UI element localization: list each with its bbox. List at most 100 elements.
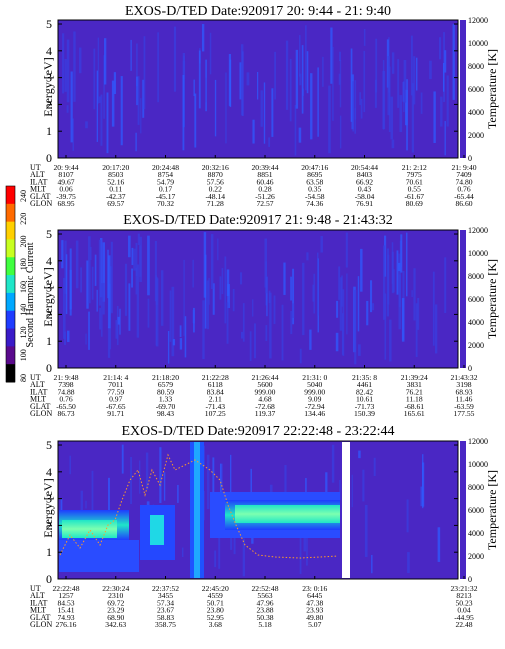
y-tick-label: 2 — [46, 307, 52, 321]
table-cell: -39.75 — [56, 192, 76, 201]
y-tick-label: 5 — [46, 438, 52, 452]
colorbar-cell — [6, 257, 15, 276]
spectrogram-streak — [214, 79, 217, 137]
table-cell: 342.63 — [105, 620, 126, 629]
table-cell: 23.80 — [207, 606, 224, 615]
spectrogram-streak — [273, 295, 276, 324]
table-row-label: GLON — [30, 409, 52, 418]
spectrogram-streak — [363, 50, 366, 113]
table-cell: -48.14 — [205, 192, 225, 201]
table-cell: 5.18 — [258, 620, 271, 629]
table-row-label: MLT — [30, 606, 46, 615]
table-cell: 3455 — [158, 591, 173, 600]
table-cell: 77.59 — [107, 387, 124, 396]
spectrogram-streak — [64, 240, 67, 294]
table-cell: 9.09 — [308, 395, 321, 404]
spectrogram-streak — [290, 310, 293, 335]
spectrogram-streak — [411, 290, 413, 297]
spectrogram-streak — [60, 498, 63, 511]
spectrogram-streak — [370, 280, 373, 313]
spectrogram-streak — [265, 325, 268, 341]
spectrogram-streak — [396, 250, 399, 295]
spectrogram-streak — [239, 272, 243, 285]
spectrogram-streak — [271, 88, 274, 137]
table-cell: 23.93 — [306, 606, 323, 615]
spectrogram-streak — [346, 273, 348, 335]
y2-tick-label: 10000 — [468, 460, 488, 469]
spectrogram-streak — [406, 79, 408, 151]
y2-tick-label: 10000 — [468, 249, 488, 258]
spectrogram-streak — [93, 48, 96, 110]
spectrogram-streak — [111, 80, 115, 127]
table-cell: 119.37 — [255, 409, 276, 418]
spectrogram-streak — [128, 283, 131, 331]
spectrogram-streak — [210, 234, 214, 290]
spectrogram-streak — [64, 58, 67, 92]
panel-1-frame — [57, 19, 459, 159]
table-cell: 0.55 — [408, 185, 421, 194]
table-cell: -65.50 — [56, 402, 76, 411]
spectrogram-streak — [163, 472, 166, 501]
spectrogram-streak — [85, 121, 88, 129]
spectrogram-streak — [131, 268, 133, 288]
spectrogram-streak — [250, 468, 253, 498]
spectrogram-streak — [403, 59, 407, 103]
spectrogram-streak — [442, 62, 445, 92]
panel-1-y2-ticks: 0 2000 4000 6000 8000 10000 12000 — [460, 16, 488, 163]
spectrogram-streak — [257, 71, 259, 100]
spectrogram-streak — [372, 303, 375, 311]
spectrogram-streak — [106, 92, 109, 154]
y-tick-label: 3 — [46, 492, 52, 506]
spectrogram-streak — [88, 311, 90, 350]
panel-1-y2label: Temperature [K] — [485, 49, 499, 129]
table-cell: -71.43 — [205, 402, 225, 411]
table-cell: 74.93 — [57, 613, 74, 622]
table-cell: 69.57 — [107, 199, 124, 208]
table-cell: 4461 — [357, 380, 372, 389]
spectrogram-streak — [301, 45, 304, 114]
band-lower-left — [59, 540, 139, 572]
table-cell: 68.90 — [107, 613, 124, 622]
table-cell: 21: 2:12 — [402, 163, 427, 172]
y-tick-label: 0 — [46, 572, 52, 586]
table-cell: 5040 — [307, 380, 322, 389]
spectrogram-streak — [283, 262, 286, 295]
spectrogram-streak — [192, 259, 194, 288]
spectrogram-streak — [128, 235, 131, 258]
table-cell: 6445 — [307, 591, 322, 600]
table-row-label: ILAT — [30, 177, 47, 186]
spectrogram-streak — [240, 44, 244, 116]
colorbar-cell — [6, 364, 15, 383]
table-cell: 72.57 — [256, 199, 273, 208]
table-cell: 66.92 — [356, 177, 373, 186]
spectrogram-streak — [61, 240, 64, 269]
spectrogram-streak — [172, 339, 176, 346]
spectrogram-streak — [373, 457, 376, 477]
table-cell: 0.17 — [159, 185, 172, 194]
spectrogram-streak — [67, 330, 70, 342]
spectrogram-streak — [217, 238, 219, 261]
colorbar-cell — [6, 310, 15, 330]
spectrogram-streak — [387, 56, 390, 116]
table-cell: 10.61 — [356, 395, 373, 404]
spectrogram-streak — [135, 267, 138, 277]
table-cell: 47.38 — [306, 598, 323, 607]
spectrogram-streak — [75, 240, 79, 289]
spectrogram-streak — [62, 277, 66, 339]
table-cell: 8213 — [456, 591, 471, 600]
spectrogram-streak — [285, 40, 289, 110]
spectrogram-streak — [360, 248, 363, 292]
spectrogram-streak — [155, 275, 157, 346]
table-cell: 0.06 — [59, 185, 72, 194]
table-cell: 150.39 — [354, 409, 375, 418]
spectrogram-streak — [364, 504, 368, 557]
spectrogram-streak — [432, 271, 435, 346]
spectrogram-streak — [98, 96, 101, 103]
table-cell: 86.60 — [455, 199, 472, 208]
spectrogram-streak — [330, 27, 333, 84]
spectrogram-streak — [179, 338, 183, 350]
spectrogram-streak — [407, 552, 410, 574]
spectrogram-streak — [85, 333, 87, 345]
table-cell: 21:35: 8 — [352, 373, 377, 382]
table-cell: 4559 — [208, 591, 223, 600]
